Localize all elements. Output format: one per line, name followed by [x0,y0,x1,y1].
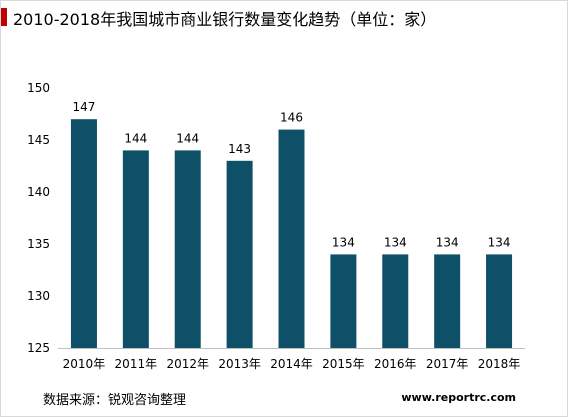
y-tick-label: 150 [27,81,50,95]
data-label: 134 [436,235,459,249]
x-tick-label: 2011年 [115,357,158,371]
data-label: 134 [332,235,355,249]
bar [330,254,357,348]
data-label: 146 [280,111,303,125]
source-note: 数据来源：锐观咨询整理 [43,393,187,408]
x-tick-label: 2014年 [270,357,313,371]
x-tick-label: 2015年 [322,357,365,371]
y-axis-ticks: 125 130 135 140 145 150 [27,81,50,355]
chart-title: 2010-2018年我国城市商业银行数量变化趋势（单位：家） [13,10,437,29]
y-tick-label: 140 [27,185,50,199]
bar [434,254,461,348]
y-tick-label: 135 [27,237,50,251]
bar [226,160,253,348]
data-label: 144 [176,131,199,145]
website-label: www.reportrc.com [401,391,516,404]
x-tick-label: 2017年 [426,357,469,371]
bar [70,119,97,348]
y-tick-label: 130 [27,289,50,303]
bar [278,129,305,348]
bar [486,254,513,348]
x-axis-ticks: 2010年 2011年 2012年 2013年 2014年 2015年 2016年 2017年… [63,357,521,371]
data-label: 147 [72,100,95,114]
data-label: 134 [384,235,407,249]
data-label: 143 [228,142,251,156]
bars [70,119,513,348]
bar [382,254,409,348]
bar [174,150,201,348]
x-tick-label: 2016年 [374,357,417,371]
data-labels: 147 144 144 143 146 134 134 134 134 [72,100,510,249]
x-tick-label: 2010年 [63,357,106,371]
bar [122,150,149,348]
x-tick-label: 2013年 [218,357,261,371]
y-tick-label: 145 [27,133,50,147]
data-label: 134 [488,235,511,249]
data-label: 144 [124,131,147,145]
title-accent-bar [1,8,7,26]
y-tick-label: 125 [27,341,50,355]
x-tick-label: 2012年 [166,357,209,371]
x-tick-label: 2018年 [478,357,521,371]
